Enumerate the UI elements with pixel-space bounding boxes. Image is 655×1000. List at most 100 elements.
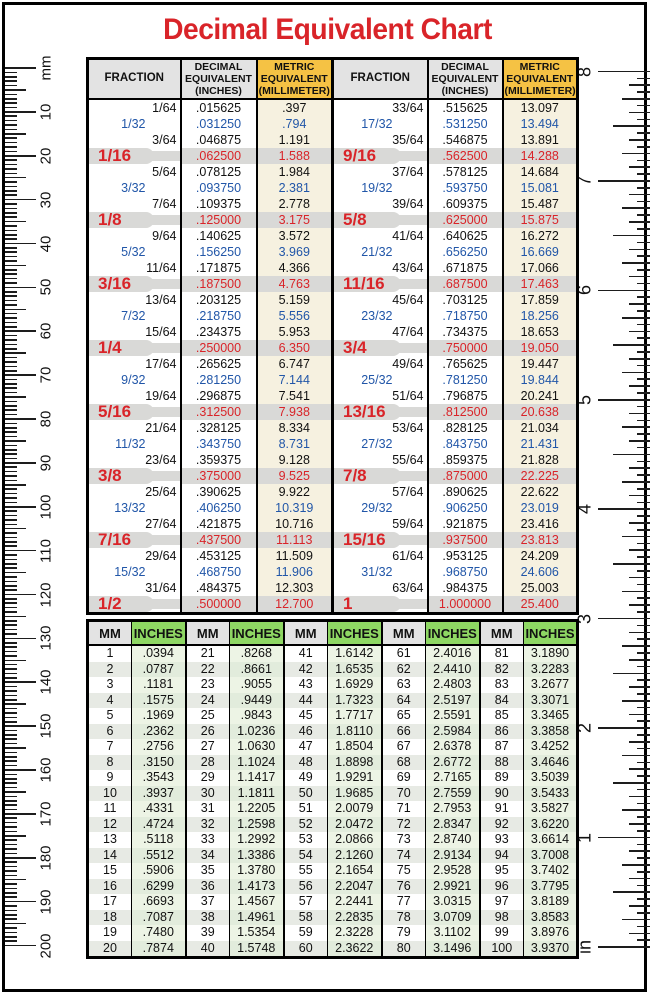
ruler-tick — [5, 387, 17, 390]
inches-header: INCHES — [523, 620, 578, 646]
fraction-cell: 15/64 — [88, 324, 181, 340]
mm-cell: 86 — [478, 723, 524, 739]
inches-cell: 1.4567 — [229, 894, 284, 910]
ruler-tick — [5, 137, 17, 139]
fraction-value: 55/64 — [392, 453, 424, 467]
fraction-cell: 19/64 — [88, 388, 181, 404]
mm-cell: 47 — [282, 739, 328, 755]
fraction-cell: 15/32 — [88, 564, 181, 580]
ruler-tick — [5, 562, 17, 565]
ruler-tick — [5, 172, 17, 175]
fraction-cell: 27/64 — [88, 516, 181, 532]
decimal-inches-cell: .703125 — [426, 292, 503, 308]
fraction-value: 25/64 — [145, 485, 177, 499]
decimal-inches-cell: .468750 — [179, 564, 257, 580]
metric-mm-cell: 13.891 — [501, 132, 578, 148]
ruler-tick — [637, 186, 650, 189]
mm-cell: 38 — [184, 909, 230, 925]
inches-cell: 2.1654 — [327, 863, 382, 879]
inches-cell: 2.5984 — [425, 723, 480, 739]
ruler-tick — [5, 312, 17, 315]
metric-header: METRIC EQUIVALENT (MILLIMETER) — [255, 58, 333, 100]
ruler-tick — [629, 905, 650, 907]
ruler-tick — [622, 98, 650, 100]
ruler-tick — [622, 809, 650, 811]
inches-cell: 3.1496 — [425, 940, 480, 958]
inches-cell: 3.2677 — [523, 677, 578, 693]
mm-cell: 61 — [380, 645, 426, 662]
ruler-tick — [5, 242, 36, 245]
decimal-inches-cell: .875000 — [426, 468, 503, 484]
metric-mm-cell: 12.303 — [255, 580, 333, 596]
ruler-tick — [5, 295, 17, 297]
metric-mm-cell: 8.731 — [255, 436, 333, 452]
fraction-cell: 43/64 — [331, 260, 428, 276]
ruler-label: 160 — [37, 757, 55, 783]
ruler-tick — [5, 365, 17, 368]
inches-cell: 2.3228 — [327, 925, 382, 941]
ruler-tick — [637, 843, 650, 846]
ruler-tick — [5, 75, 17, 78]
inches-cell: .7087 — [131, 909, 186, 925]
fraction-value: 7/32 — [121, 309, 146, 323]
metric-mm-cell: .397 — [255, 99, 333, 116]
fraction-cell: 7/64 — [88, 196, 181, 212]
fraction-value: 59/64 — [392, 517, 424, 531]
mm-cell: 28 — [184, 754, 230, 770]
metric-mm-cell: 1.191 — [255, 132, 333, 148]
mm-cell: 76 — [380, 878, 426, 894]
decimal-inches-cell: .546875 — [426, 132, 503, 148]
ruler-tick — [622, 864, 650, 866]
mm-cell: 13 — [103, 832, 117, 846]
ruler-tick — [622, 918, 650, 921]
ruler-tick — [5, 396, 26, 398]
decimal-inches-cell: .578125 — [426, 164, 503, 180]
ruler-tick — [637, 734, 650, 736]
decimal-inches-cell: .515625 — [426, 99, 503, 116]
mm-cell: 36 — [184, 878, 230, 894]
inches-cell: 2.4410 — [425, 661, 480, 677]
ruler-tick — [5, 672, 17, 675]
ruler-tick — [5, 598, 17, 600]
mm-cell: 74 — [380, 847, 426, 863]
ruler-tick — [5, 641, 17, 644]
ruler-tick — [5, 795, 17, 798]
mm-cell: 66 — [380, 723, 426, 739]
ruler-tick — [5, 913, 17, 916]
decimal-header: DECIMAL EQUIVALENT (INCHES) — [426, 58, 503, 100]
table-row: 1/4 .250000 6.350 3/4 .750000 19.050 — [87, 339, 578, 356]
ruler-tick — [5, 286, 36, 289]
fraction-value: 47/64 — [392, 325, 424, 339]
fraction-value: 25/32 — [361, 373, 393, 387]
ruler-tick — [5, 290, 17, 293]
fraction-value: 31/64 — [145, 581, 177, 595]
decimal-inches-cell: .734375 — [426, 324, 503, 340]
fraction-cell: 23/32 — [331, 308, 428, 324]
ruler-tick — [622, 262, 650, 264]
inches-cell: 1.4173 — [229, 878, 284, 894]
inches-cell: 2.6772 — [425, 754, 480, 770]
metric-mm-cell: 23.813 — [501, 532, 578, 548]
inches-cell: .9055 — [229, 677, 284, 693]
fraction-value: 13/32 — [114, 501, 146, 515]
ruler-tick — [5, 843, 17, 846]
fraction-value: 11/64 — [146, 261, 177, 275]
metric-mm-cell: 8.334 — [255, 420, 333, 436]
table-row: 13/32 .406250 10.319 29/32 .906250 23.019 — [88, 500, 578, 516]
ruler-tick — [5, 299, 17, 302]
ruler-tick — [5, 927, 17, 929]
inches-cell: 1.0630 — [229, 739, 284, 755]
ruler-tick — [637, 556, 650, 558]
fraction-value: 1 — [343, 594, 353, 613]
mm-cell: 14 — [87, 847, 132, 863]
mm-cell: 85 — [478, 708, 524, 724]
fraction-value: 63/64 — [392, 581, 424, 595]
decimal-inches-cell: .234375 — [179, 324, 257, 340]
ruler-tick — [5, 685, 17, 688]
decimal-inches-cell: .343750 — [179, 436, 257, 452]
fraction-value: 7/16 — [98, 530, 132, 549]
mm-cell: 72 — [380, 816, 426, 832]
ruler-tick — [637, 269, 650, 271]
fraction-cell: 7/16 — [87, 530, 181, 549]
ruler-tick — [637, 460, 650, 463]
